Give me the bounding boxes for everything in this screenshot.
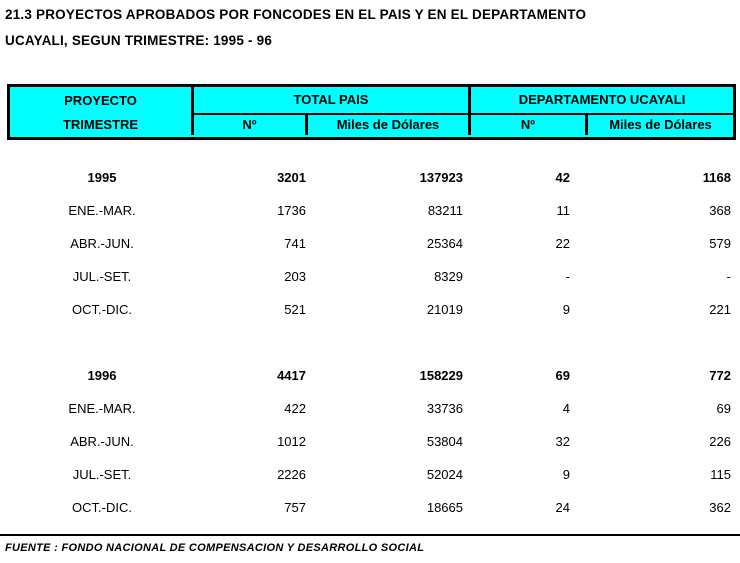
header-proyecto-label: PROYECTO: [64, 93, 137, 108]
cell-pais-miles: 8329: [434, 269, 463, 284]
cell-trimestre: OCT.-DIC.: [72, 500, 132, 515]
header-ucayali-numero: Nº: [471, 115, 588, 135]
cell-ucayali-miles: 69: [716, 401, 731, 416]
cell-pais-n: 203: [284, 269, 306, 284]
header-proyecto-trimestre: PROYECTO TRIMESTRE: [10, 87, 194, 135]
table-header: PROYECTO TRIMESTRE TOTAL PAIS DEPARTAMEN…: [7, 84, 736, 140]
cell-trimestre: ENE.-MAR.: [68, 401, 136, 416]
title-line-1: 21.3 PROYECTOS APROBADOS POR FONCODES EN…: [5, 7, 587, 22]
cell-pais-miles: 137923: [419, 170, 463, 185]
cell-pais-n: 1736: [277, 203, 306, 218]
cell-pais-miles: 158229: [419, 368, 463, 383]
cell-ucayali-n: 69: [555, 368, 570, 383]
header-ucayali-miles-dolares: Miles de Dólares: [609, 117, 712, 132]
cell-ucayali-miles: 226: [709, 434, 731, 449]
cell-ucayali-miles: 579: [709, 236, 731, 251]
cell-pais-miles: 18665: [426, 500, 463, 515]
cell-trimestre: ENE.-MAR.: [68, 203, 136, 218]
cell-pais-n: 1012: [277, 434, 306, 449]
table-row: OCT.-DIC. 521 21019 9 221: [10, 293, 733, 326]
table-body: 1995 3201 137923 42 1168 ENE.-MAR. 1736 …: [10, 161, 733, 524]
table-row: ENE.-MAR. 422 33736 4 69: [10, 392, 733, 425]
cell-pais-miles: 52024: [426, 467, 463, 482]
table-row: ABR.-JUN. 1012 53804 32 226: [10, 425, 733, 458]
cell-ucayali-n: 22: [555, 236, 570, 251]
header-pais-miles-dolares: Miles de Dólares: [308, 115, 471, 135]
cell-pais-n: 757: [284, 500, 306, 515]
title-line-2: UCAYALI, SEGUN TRIMESTRE: 1995 - 96: [5, 33, 273, 48]
cell-trimestre: JUL.-SET.: [72, 269, 132, 284]
cell-ucayali-miles: 1168: [702, 170, 731, 185]
cell-trimestre: OCT.-DIC.: [72, 302, 132, 317]
cell-trimestre: 1995: [87, 170, 117, 185]
cell-pais-n: 521: [284, 302, 306, 317]
cell-ucayali-n: 42: [555, 170, 570, 185]
cell-pais-n: 422: [284, 401, 306, 416]
cell-ucayali-n: 9: [562, 467, 570, 482]
cell-ucayali-miles: 221: [709, 302, 731, 317]
cell-trimestre: JUL.-SET.: [72, 467, 132, 482]
source-note: FUENTE : FONDO NACIONAL DE COMPENSACION …: [5, 542, 425, 554]
table-row: JUL.-SET. 2226 52024 9 115: [10, 458, 733, 491]
cell-ucayali-miles: 362: [709, 500, 731, 515]
header-group-total-pais: TOTAL PAIS: [194, 87, 471, 115]
cell-trimestre: ABR.-JUN.: [70, 434, 134, 449]
cell-ucayali-n: 11: [556, 203, 571, 218]
cell-ucayali-miles: -: [726, 269, 731, 284]
cell-pais-miles: 33736: [426, 401, 463, 416]
header-trimestre-label: TRIMESTRE: [62, 117, 139, 132]
data-table: PROYECTO TRIMESTRE TOTAL PAIS DEPARTAMEN…: [7, 84, 736, 524]
cell-pais-miles: 25364: [426, 236, 463, 251]
cell-pais-miles: 83211: [427, 203, 463, 218]
table-row: ABR.-JUN. 741 25364 22 579: [10, 227, 733, 260]
cell-ucayali-n: 32: [555, 434, 570, 449]
cell-pais-n: 3201: [277, 170, 306, 185]
cell-ucayali-n: 24: [555, 500, 570, 515]
cell-ucayali-miles: 368: [709, 203, 731, 218]
cell-pais-miles: 53804: [426, 434, 463, 449]
footer-divider: [0, 534, 740, 536]
document-title: 21.3 PROYECTOS APROBADOS POR FONCODES EN…: [5, 2, 705, 54]
cell-trimestre: 1996: [87, 368, 117, 383]
table-row: ENE.-MAR. 1736 83211 11 368: [10, 194, 733, 227]
table-row-year-1995: 1995 3201 137923 42 1168: [10, 161, 733, 194]
cell-ucayali-n: 9: [562, 302, 570, 317]
cell-pais-miles: 21019: [426, 302, 463, 317]
header-pais-numero: Nº: [194, 115, 308, 135]
cell-ucayali-miles: 772: [709, 368, 731, 383]
cell-ucayali-miles: 115: [710, 467, 731, 482]
cell-ucayali-n: -: [565, 269, 570, 284]
table-row-year-1996: 1996 4417 158229 69 772: [10, 359, 733, 392]
cell-pais-n: 4417: [277, 368, 306, 383]
cell-pais-n: 741: [284, 236, 306, 251]
header-group-departamento-ucayali: DEPARTAMENTO UCAYALI: [471, 87, 733, 115]
table-row: JUL.-SET. 203 8329 - -: [10, 260, 733, 293]
cell-ucayali-n: 4: [562, 401, 570, 416]
table-row: OCT.-DIC. 757 18665 24 362: [10, 491, 733, 524]
cell-pais-n: 2226: [277, 467, 306, 482]
cell-trimestre: ABR.-JUN.: [70, 236, 134, 251]
